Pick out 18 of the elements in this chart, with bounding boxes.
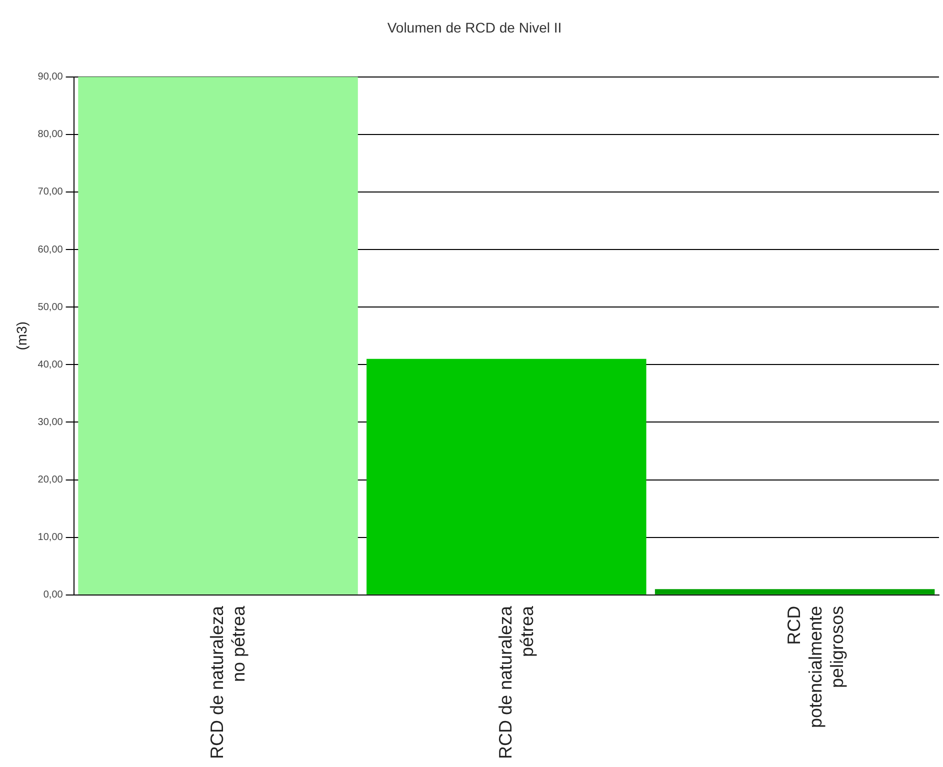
x-tick-label: RCD de naturaleza no pétrea bbox=[206, 604, 249, 760]
x-tick-label: RCD potencialmente peligrosos bbox=[784, 606, 847, 728]
y-tick-label: 70,00 bbox=[38, 186, 64, 198]
y-tick-label: 90,00 bbox=[38, 72, 64, 83]
y-tick-label: 10,00 bbox=[38, 532, 64, 544]
x-tick-label: RCD de naturaleza pétrea bbox=[495, 604, 537, 760]
bar bbox=[654, 589, 935, 594]
y-tick-label: 0,00 bbox=[43, 590, 64, 601]
chart-title: Volumen de RCD de Nivel II bbox=[387, 19, 562, 36]
y-axis-title: (m3) bbox=[13, 321, 30, 350]
y-tick-label: 30,00 bbox=[38, 416, 64, 428]
y-tick-label: 60,00 bbox=[38, 244, 64, 256]
y-tick-label: 50,00 bbox=[38, 302, 64, 313]
y-tick-label: 40,00 bbox=[38, 359, 64, 370]
y-tick-label: 20,00 bbox=[38, 474, 64, 486]
bar bbox=[366, 358, 646, 594]
y-tick-label: 80,00 bbox=[38, 129, 64, 140]
bar bbox=[78, 76, 358, 594]
